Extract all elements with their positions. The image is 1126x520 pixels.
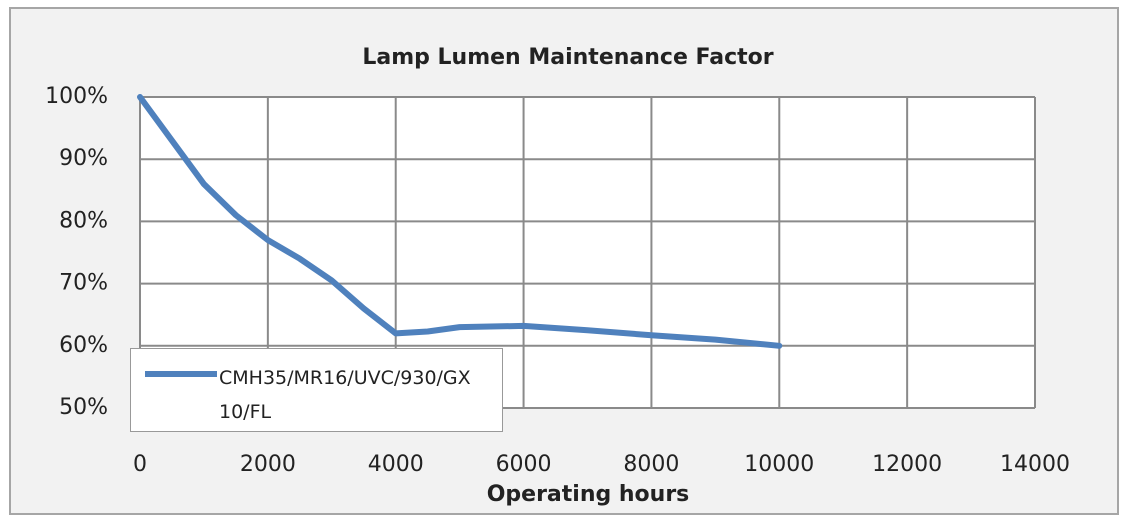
y-tick-label: 100% [45, 84, 108, 109]
y-tick-label: 60% [59, 333, 108, 358]
x-tick-label: 0 [133, 452, 147, 477]
y-tick-label: 80% [59, 208, 108, 233]
y-tick-label: 90% [59, 146, 108, 171]
y-tick-label: 50% [59, 395, 108, 420]
y-tick-label: 70% [59, 271, 108, 296]
legend-swatch [145, 371, 217, 377]
x-tick-label: 8000 [623, 452, 679, 477]
legend: CMH35/MR16/UVC/930/GX10/FL [130, 348, 503, 432]
x-axis-label: Operating hours [487, 482, 690, 507]
x-tick-label: 6000 [496, 452, 552, 477]
x-tick-label: 10000 [744, 452, 814, 477]
x-tick-label: 4000 [368, 452, 424, 477]
x-tick-label: 14000 [1000, 452, 1070, 477]
x-tick-label: 12000 [872, 452, 942, 477]
chart-title: Lamp Lumen Maintenance Factor [362, 45, 773, 70]
data-line [137, 94, 783, 349]
x-tick-label: 2000 [240, 452, 296, 477]
legend-label: CMH35/MR16/UVC/930/GX10/FL [219, 367, 471, 423]
